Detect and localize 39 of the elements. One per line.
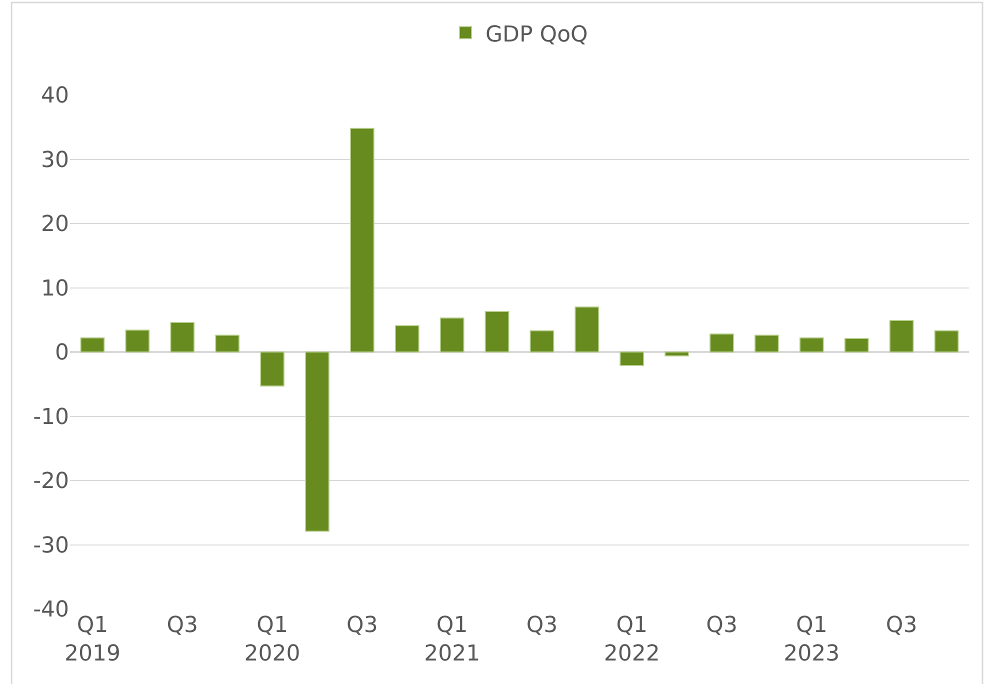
y-tick-label: 30 <box>41 148 69 173</box>
x-tick-label: Q1 2021 <box>424 613 480 667</box>
bar <box>440 317 464 352</box>
bar <box>574 306 600 352</box>
bar <box>710 334 734 352</box>
bar <box>934 330 959 352</box>
y-tick-label: -10 <box>33 404 69 430</box>
x-tick-label: Q3 <box>706 613 738 638</box>
bar <box>530 330 554 352</box>
bar <box>170 322 195 352</box>
y-tick-label: 40 <box>41 84 69 109</box>
x-tick-label: Q3 <box>166 613 198 638</box>
x-tick-label: Q1 2022 <box>604 613 660 667</box>
x-tick-label: Q3 <box>346 613 378 638</box>
bar <box>394 325 420 352</box>
x-tick-label: Q1 2023 <box>784 613 840 667</box>
x-tick-label: Q3 <box>886 613 918 638</box>
bar <box>215 334 240 352</box>
bar <box>484 311 510 352</box>
y-tick-label: -20 <box>33 469 69 494</box>
bar <box>889 320 914 352</box>
y-tick-label: -30 <box>33 533 69 558</box>
bar <box>620 352 644 366</box>
legend-label: GDP QoQ <box>486 22 588 48</box>
bar <box>664 352 690 356</box>
bar <box>305 352 330 532</box>
y-tick-label: 0 <box>55 340 69 366</box>
bar <box>799 337 824 352</box>
y-tick-label: -40 <box>33 598 69 623</box>
bar <box>844 338 869 352</box>
y-tick-label: 20 <box>41 212 69 238</box>
bar <box>754 334 779 352</box>
x-tick-label: Q3 <box>526 613 558 638</box>
x-tick-label: Q1 2020 <box>244 613 300 667</box>
bar <box>260 352 284 387</box>
bar <box>350 128 374 352</box>
bar <box>80 337 105 352</box>
bar <box>125 330 150 352</box>
y-tick-label: 10 <box>41 276 69 302</box>
